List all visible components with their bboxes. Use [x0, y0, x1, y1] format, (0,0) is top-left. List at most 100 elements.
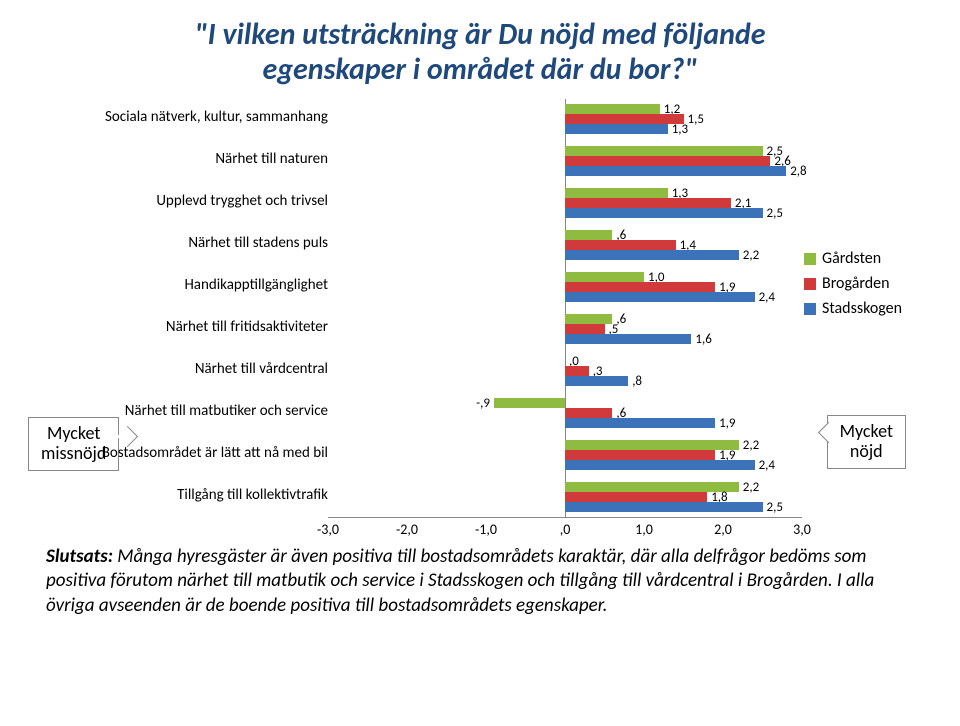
legend-item: Brogården: [804, 274, 928, 293]
bar-value-label: 2,8: [790, 164, 806, 179]
bar-row: 2,2: [328, 482, 802, 492]
bar-row: 1,5: [328, 114, 802, 124]
bar-value-label: 2,4: [759, 458, 775, 473]
title-line1: "I vilken utsträckning är Du nöjd med fö…: [195, 16, 766, 53]
bar-row: 2,4: [328, 460, 802, 470]
category-label: Närhet till stadens puls: [38, 236, 328, 252]
legend-item: Stadsskogen: [804, 299, 928, 318]
bar: [565, 272, 644, 282]
category-label: Tillgång till kollektivtrafik: [38, 488, 328, 504]
bar-row: 2,1: [328, 198, 802, 208]
bar: [565, 292, 755, 302]
bar: [565, 188, 668, 198]
bar-value-label: 2,2: [743, 248, 759, 263]
bar-value-label: 2,5: [767, 206, 783, 221]
bar: [494, 398, 565, 408]
chart: Mycketmissnöjd Sociala nätverk, kultur, …: [38, 99, 922, 517]
bar-value-label: 1,9: [719, 416, 735, 431]
x-tick: 2,0: [714, 521, 732, 538]
bar: [565, 324, 605, 334]
legend-label: Brogården: [822, 274, 890, 293]
bar: [565, 124, 668, 134]
bar-row: 2,5: [328, 502, 802, 512]
x-tick: -2,0: [396, 521, 418, 538]
category-label: Närhet till naturen: [38, 152, 328, 168]
bar-value-label: ,8: [632, 374, 642, 389]
x-tick: 1,0: [635, 521, 653, 538]
bar: [565, 104, 660, 114]
bar-row: 2,5: [328, 146, 802, 156]
bar: [565, 502, 763, 512]
bar-row: ,5: [328, 324, 802, 334]
bar-value-label: 1,6: [695, 332, 711, 347]
bar: [565, 376, 628, 386]
legend-swatch: [804, 278, 816, 290]
bar-row: 2,8: [328, 166, 802, 176]
legend: Gårdsten Brogården Stadsskogen: [804, 249, 928, 324]
bar: [565, 440, 739, 450]
bar-row: 1,9: [328, 450, 802, 460]
bar-row: ,3: [328, 366, 802, 376]
legend-swatch: [804, 303, 816, 315]
plot-area: Sociala nätverk, kultur, sammanhang Närhe…: [38, 99, 922, 517]
bar: [565, 408, 612, 418]
bar-row: ,6: [328, 314, 802, 324]
x-tick: 3,0: [793, 521, 811, 538]
bar: [565, 366, 589, 376]
bar: [565, 460, 755, 470]
bar: [565, 156, 770, 166]
bar-row: 2,2: [328, 250, 802, 260]
callout-right-text: Mycketnöjd: [840, 420, 893, 462]
bar-row: 1,2: [328, 104, 802, 114]
category-label: Sociala nätverk, kultur, sammanhang: [38, 110, 328, 126]
category-label: Närhet till fritidsaktiviteter: [38, 320, 328, 336]
bar: [565, 450, 715, 460]
bar-value-label: 2,5: [767, 500, 783, 515]
bar: [565, 208, 763, 218]
bar: [565, 418, 715, 428]
callout-nojd: Mycketnöjd: [827, 415, 906, 469]
bar: [565, 282, 715, 292]
x-tick: -1,0: [475, 521, 497, 538]
x-tick: ,0: [560, 521, 571, 538]
bar-row: 1,9: [328, 282, 802, 292]
legend-swatch: [804, 253, 816, 265]
bar-row: 2,6: [328, 156, 802, 166]
bar-row: ,0: [328, 356, 802, 366]
title-line2: egenskaper i området där du bor?": [262, 51, 697, 88]
bar-row: ,8: [328, 376, 802, 386]
bar: [565, 114, 684, 124]
legend-item: Gårdsten: [804, 249, 928, 268]
bar-row: -,9: [328, 398, 802, 408]
bar: [565, 230, 612, 240]
bar-row: 2,4: [328, 292, 802, 302]
chart-title: "I vilken utsträckning är Du nöjd med fö…: [28, 18, 932, 87]
category-label: Närhet till vårdcentral: [38, 362, 328, 378]
bar-row: 1,8: [328, 492, 802, 502]
category-labels: Sociala nätverk, kultur, sammanhang Närhe…: [38, 99, 328, 517]
bar-row: 1,6: [328, 334, 802, 344]
bar: [565, 146, 763, 156]
bar-row: 2,5: [328, 208, 802, 218]
bar: [565, 198, 731, 208]
bar-value-label: 2,4: [759, 290, 775, 305]
bar-value-label: 1,3: [672, 122, 688, 137]
bar-row: 1,3: [328, 188, 802, 198]
bar-row: 1,4: [328, 240, 802, 250]
bar-row: 1,3: [328, 124, 802, 134]
bar-row: 1,9: [328, 418, 802, 428]
x-ticks: -3,0-2,0-1,0,01,02,03,0: [328, 517, 802, 539]
x-tick: -3,0: [317, 521, 339, 538]
legend-label: Gårdsten: [822, 249, 881, 268]
legend-label: Stadsskogen: [822, 299, 902, 318]
category-label: Handikapptillgänglighet: [38, 278, 328, 294]
bar: [565, 492, 707, 502]
bar: [565, 314, 612, 324]
category-label: Upplevd trygghet och trivsel: [38, 194, 328, 210]
bar: [565, 334, 691, 344]
conclusion-text: Slutsats: Många hyresgäster är även posi…: [46, 545, 894, 618]
bar: [565, 240, 676, 250]
bar: [565, 250, 739, 260]
bars-area: 1,21,51,32,52,62,81,32,12,5,61,42,21,01,…: [328, 99, 802, 517]
category-label: Bostadsområdet är lätt att nå med bil: [38, 446, 328, 462]
